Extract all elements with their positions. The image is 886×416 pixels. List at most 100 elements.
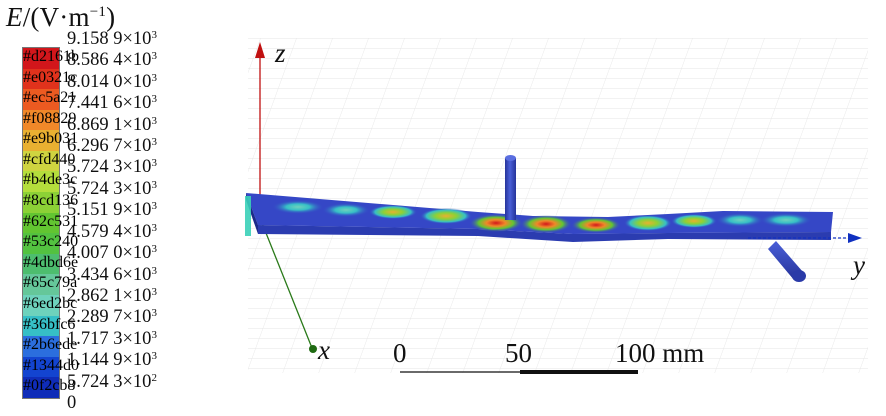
tick-exponent: 3: [151, 264, 157, 277]
horizontal-probe-rod: [768, 241, 806, 282]
tick-mantissa: 7.441 6: [67, 93, 123, 114]
tick-exponent: 3: [151, 71, 157, 84]
tick-exponent: 3: [151, 285, 157, 298]
tick-mantissa: 4.579 4: [67, 221, 123, 242]
tick-multiplier: ×10: [122, 114, 152, 135]
z-axis: [255, 42, 265, 196]
scale-tick-label: 3.434 6×103: [67, 265, 157, 285]
tick-exponent: 3: [151, 328, 157, 341]
scale-label-0: 0: [393, 338, 407, 368]
tick-exponent: 3: [151, 136, 157, 149]
tick-mantissa: 5.724 3: [67, 178, 123, 199]
tick-multiplier: ×10: [122, 221, 152, 242]
color-swatch: #36bfc6: [23, 315, 75, 337]
scale-tick-label: 6.869 1×103: [67, 115, 157, 135]
scale-tick-label: 9.158 9×103: [67, 29, 157, 49]
tick-mantissa: 5.151 9: [67, 200, 123, 221]
scale-tick-label: 1.717 3×103: [67, 329, 157, 349]
color-swatch: #e9b031: [23, 130, 78, 151]
color-swatch: #4dbd6e: [23, 253, 78, 275]
scale-tick-label: 8.586 4×103: [67, 50, 157, 70]
color-swatch: #ec5a21: [23, 89, 76, 110]
color-swatch: #8cd136: [23, 192, 78, 213]
color-swatch: #1344d0: [23, 356, 79, 378]
tick-multiplier: ×10: [122, 285, 152, 306]
scale-tick-label: 5.724 3×103: [67, 157, 157, 177]
tick-mantissa: 4.007 0: [67, 243, 123, 264]
tick-mantissa: 9.158 9: [67, 29, 123, 49]
color-swatch: #f08829: [23, 109, 76, 131]
tick-mantissa: 8.586 4: [67, 50, 123, 71]
color-swatch: #65c79a: [23, 274, 77, 295]
waveguide-front-face: [258, 225, 831, 242]
tick-multiplier: ×10: [122, 71, 152, 92]
scale-tick-label: 0: [67, 393, 76, 413]
tick-multiplier: ×10: [122, 93, 152, 114]
tick-exponent: 3: [151, 350, 157, 363]
scale-tick-label: 7.441 6×103: [67, 93, 157, 113]
tick-exponent: 2: [151, 371, 157, 384]
tick-mantissa: 3.434 6: [67, 264, 123, 285]
y-axis: [748, 233, 862, 243]
tick-exponent: 3: [151, 29, 157, 41]
tick-exponent: 3: [151, 114, 157, 127]
tick-exponent: 3: [151, 200, 157, 213]
scale-tick-label: 2.289 7×103: [67, 307, 157, 327]
vertical-probe-rod: [505, 155, 516, 220]
scale-tick-label: 6.296 7×103: [67, 136, 157, 156]
tick-multiplier: ×10: [122, 178, 152, 199]
color-swatch: #e0321c: [23, 68, 77, 90]
color-swatch: #d2161b: [23, 48, 79, 69]
tick-exponent: 3: [151, 50, 157, 63]
tick-multiplier: ×10: [122, 50, 152, 71]
tick-multiplier: ×10: [122, 307, 152, 328]
scale-tick-label: 2.862 1×103: [67, 286, 157, 306]
tick-multiplier: ×10: [122, 264, 152, 285]
field-plot: [245, 38, 868, 374]
tick-multiplier: ×10: [122, 157, 152, 178]
color-swatch: #53c240: [23, 233, 78, 254]
tick-multiplier: ×10: [122, 350, 152, 371]
tick-mantissa: 1.717 3: [67, 328, 123, 349]
color-swatch: #2b6ede: [23, 336, 77, 357]
tick-mantissa: 6.296 7: [67, 136, 123, 157]
tick-multiplier: ×10: [122, 371, 152, 392]
x-axis: [259, 217, 317, 353]
color-swatch: #62c531: [23, 212, 78, 234]
tick-exponent: 3: [151, 93, 157, 106]
tick-multiplier: ×10: [122, 29, 152, 49]
tick-mantissa: 0: [67, 393, 77, 413]
tick-mantissa: 6.869 1: [67, 114, 123, 135]
color-swatch: #cfd440: [23, 150, 75, 172]
tick-mantissa: 5.724 3: [67, 157, 123, 178]
scale-tick-label: 8.014 0×103: [67, 72, 157, 92]
tick-mantissa: 2.289 7: [67, 307, 123, 328]
x-axis-label: x: [318, 335, 330, 365]
tick-mantissa: 2.862 1: [67, 285, 123, 306]
color-swatch: #0f2cb8: [23, 377, 75, 398]
waveguide-port: [245, 196, 251, 236]
color-swatch: #b4de3c: [23, 171, 77, 193]
tick-mantissa: 8.014 0: [67, 71, 123, 92]
legend-title: E/(V·m−1): [6, 2, 116, 32]
tick-multiplier: ×10: [122, 328, 152, 349]
color-swatch: #6ed2bc: [23, 294, 77, 316]
scale-tick-label: 5.724 3×103: [67, 179, 157, 199]
tick-multiplier: ×10: [122, 200, 152, 221]
scale-tick-label: 4.579 4×103: [67, 222, 157, 242]
color-scale-bar: #d2161b #e0321c #ec5a21 #f08829 #e9b031 #cfd4…: [22, 47, 79, 399]
tick-exponent: 3: [151, 157, 157, 170]
tick-exponent: 3: [151, 307, 157, 320]
y-axis-label: y: [853, 250, 865, 280]
tick-mantissa: 5.724 3: [67, 371, 123, 392]
tick-exponent: 3: [151, 243, 157, 256]
scale-tick-label: 1.144 9×103: [67, 350, 157, 370]
scale-tick-label: 5.724 3×102: [67, 372, 157, 392]
tick-exponent: 3: [151, 178, 157, 191]
scale-tick-label: 5.151 9×103: [67, 200, 157, 220]
scale-label-50: 50: [505, 338, 532, 368]
field-hotspots: [272, 200, 812, 233]
tick-exponent: 3: [151, 221, 157, 234]
tick-multiplier: ×10: [122, 136, 152, 157]
scale-tick-label: 4.007 0×103: [67, 243, 157, 263]
